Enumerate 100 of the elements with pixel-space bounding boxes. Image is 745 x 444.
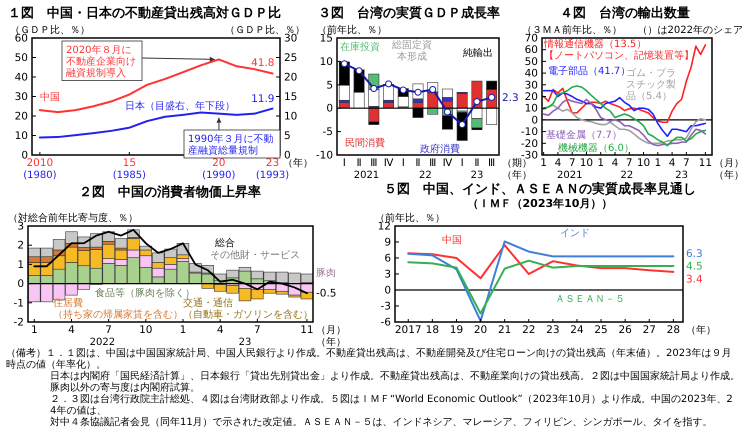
data-label: 2.3 [502, 92, 519, 104]
y-tick-label: -1 [14, 297, 24, 310]
y-tick-label: 10 [14, 130, 28, 142]
x-tick-label: 2010 [26, 157, 54, 169]
y-tick-label: 10 [320, 56, 333, 68]
y-tick-label: -10 [520, 126, 538, 138]
x-tick-label: 4 [612, 157, 619, 169]
chart-title: １図 中国・日本の不動産貸出残高対ＧＤＰ比 [8, 5, 281, 21]
x-tick-label: Ⅲ [429, 157, 436, 169]
x-axis-title: （月） [714, 158, 744, 169]
x-tick-label: 4 [216, 324, 224, 336]
x-tick-label: 4 [554, 157, 562, 169]
y-tick-label: 0 [326, 102, 333, 115]
x-tick-label: Ⅲ [370, 157, 378, 169]
data-label: 6.3 [686, 248, 703, 260]
chart-subtitle: （ＩＭＦ（2023年10月）） [468, 197, 612, 210]
series-label: 豚肉 [316, 268, 336, 279]
y-tick-label: 0 [384, 284, 391, 296]
x2-tick-label: 2022 [90, 337, 116, 348]
x-tick-label: 19 [450, 324, 464, 336]
y-tick-label: 3 [384, 268, 391, 280]
x-tick-label: 1 [30, 324, 38, 336]
text: 対中４条協議記者会見（同年11月）で示された改定値。ＡＳＥＡＮ－５は、インドネシア、マレーシア、フィリピン、シンガポール、タイを指す。 [50, 416, 713, 428]
x-tick-label: Ⅰ [342, 157, 346, 169]
x-tick-label: 27 [642, 324, 656, 336]
x-tick-label: 15 [122, 157, 136, 169]
chart-title: ２図 中国の消費者物価上昇率 [79, 184, 261, 200]
x-tick-label: 28 [666, 324, 680, 336]
x-tick-label: 2017 [394, 324, 422, 336]
x2-tick-label: 2021 [354, 170, 380, 181]
x-tick-label: 26 [618, 324, 632, 336]
y-tick-label: 50 [524, 56, 538, 68]
y2-tick-label: 25 [284, 52, 298, 64]
y-tick-label: 0 [17, 278, 24, 290]
text: ２．３図は台湾行政院主計総処、４図は台湾財政部より作成。５図はＩＭＦ“World Economic Outlook”（2023年10月）より作成。中国の2023年、24年の値は、 [50, 393, 733, 416]
y2-tick-label: 5 [284, 130, 291, 142]
y-tick-label: 50 [14, 52, 28, 64]
y-tick-label: 6 [384, 252, 392, 264]
series-label: 食品等（豚肉を除く） [95, 287, 195, 299]
y-tick-label: -3 [380, 300, 391, 312]
series-label: 基礎金属（7.7） [546, 129, 622, 141]
series-label: 中国 [442, 234, 462, 246]
x-tick-label: 7 [105, 324, 112, 336]
x-tick-label: 1 [597, 157, 604, 169]
series-label: インド [560, 228, 590, 239]
x-axis-title: （月） [316, 325, 346, 336]
x2-tick-label: 22 [418, 170, 432, 181]
x-tick-label: Ⅱ [474, 157, 480, 169]
x-tick-label: 10 [139, 324, 153, 336]
x-tick-label: 21 [498, 324, 512, 336]
x-tick-label: 24 [570, 324, 584, 336]
x-tick-label: 7 [568, 157, 576, 169]
data-label: -0.5 [316, 288, 336, 300]
x-tick-label: 11 [300, 324, 314, 336]
x-tick-label: 7 [254, 324, 261, 336]
y-tick-label: -5 [322, 126, 333, 138]
y2-tick-label: 20 [284, 72, 298, 84]
y2-tick-label: 30 [284, 32, 298, 44]
data-label: 11.9 [251, 93, 274, 106]
y-tick-label: 0 [531, 114, 538, 126]
x2-axis-title: （年） [714, 169, 744, 181]
y-tick-label: 1 [17, 258, 24, 271]
text: （）は2022年のシェア [638, 24, 743, 36]
y-tick-label: 60 [14, 32, 28, 44]
annotation: 2020年８月に不動産企業向け融資規制導入 [66, 44, 136, 79]
x-tick-label: 20 [474, 324, 488, 336]
data-label: 4.5 [686, 260, 703, 272]
y-tick-label: 30 [14, 91, 28, 103]
x-tick-label: Ⅳ [442, 157, 453, 169]
data-label: 3.4 [686, 273, 704, 286]
x-tick-label: Ⅱ [415, 157, 421, 169]
y-tick-label: -20 [520, 138, 538, 150]
y-tick-label: 12 [378, 220, 391, 232]
x2-tick-label: 23 [675, 170, 688, 181]
text: 純輸出 [463, 47, 493, 59]
y2-tick-label: 10 [284, 110, 298, 122]
series-label: 情報通信機器（13.5）【ノートパソコン、記憶装置等】 [543, 38, 694, 62]
y-tick-label: 15 [320, 32, 333, 44]
series-label: 民間消費 [345, 137, 385, 149]
text: 政府消費 [420, 143, 460, 155]
y-tick-label: 9 [384, 236, 391, 248]
x-tick-label: Ⅱ [356, 157, 362, 169]
x-tick-label: 4 [668, 157, 676, 169]
x2-axis-title: （年） [316, 336, 346, 348]
text: ゴム・プラスチック製品（5.4） [626, 67, 676, 102]
series-label: 機械機器（6.0） [558, 142, 634, 154]
y-tick-label: 60 [524, 44, 538, 56]
y-tick-label: 70 [524, 32, 538, 44]
x2-tick-label: 2021 [557, 170, 582, 181]
y-tick-label: 20 [14, 110, 28, 122]
y2-tick-label: 0 [284, 150, 291, 162]
y2-tick-label: 15 [284, 91, 298, 103]
y-tick-label: 2 [17, 240, 24, 252]
x-tick-label: 4 [68, 324, 76, 336]
x2-axis-title: （年） [502, 169, 532, 181]
x-tick-label: 23 [266, 157, 280, 169]
x-tick-label: 18 [426, 324, 440, 336]
x2-tick-label: (1985) [112, 170, 146, 181]
text: 日本は内閣府「国民経済計算」、日本銀行「貸出先別貸出金」より作成。不動産貸出残高は、不動産業向けの貸出残高。２図は中国国家統計局より作成。豚肉以外の寄与度は内閣府試算。 [50, 370, 740, 394]
chart-title: ４図 台湾の輸出数量 [560, 5, 690, 21]
